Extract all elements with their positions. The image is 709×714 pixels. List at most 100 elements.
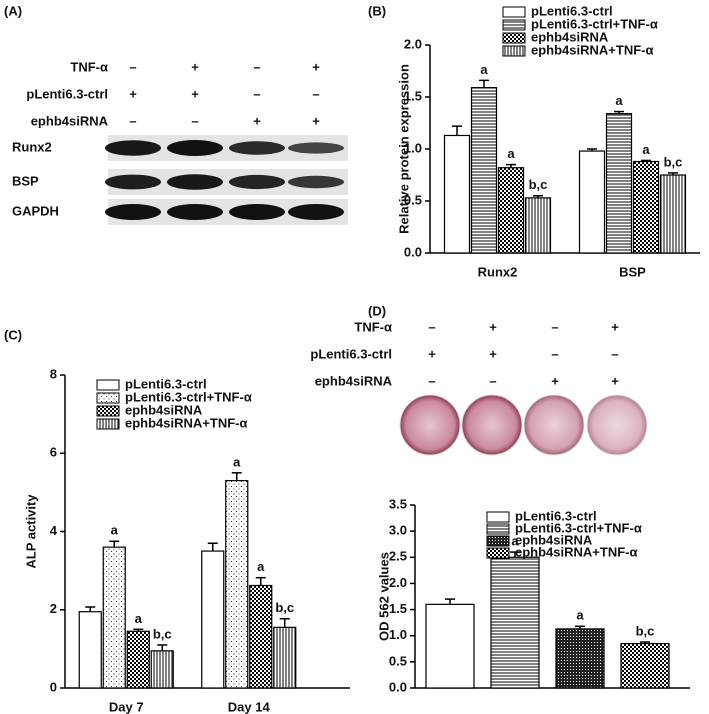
x-tick-label: BSP <box>619 264 646 279</box>
band-label: Runx2 <box>12 139 52 154</box>
annotation: a <box>615 93 623 108</box>
bar <box>632 160 660 254</box>
y-tick-label: 1.5 <box>389 601 407 616</box>
error-bar <box>279 617 290 628</box>
condition-sign: + <box>428 346 436 361</box>
condition-sign: – <box>551 319 558 334</box>
y-tick-label: 2 <box>50 601 57 616</box>
condition-label: pLenti6.3-ctrl <box>26 86 108 101</box>
y-tick-label: 1.0 <box>404 140 422 155</box>
annotation: a <box>233 454 241 469</box>
blot-band <box>229 174 285 190</box>
y-tick-label: 3.5 <box>389 496 407 511</box>
bar <box>524 197 552 254</box>
error-bar <box>640 641 650 644</box>
condition-sign: + <box>489 346 497 361</box>
legend-label: pLenti6.3-ctrl+TNF-α <box>531 16 658 31</box>
blot-band <box>167 140 223 156</box>
legend-swatch <box>486 523 510 535</box>
condition-sign: + <box>312 113 320 128</box>
plate-well <box>523 394 585 456</box>
plate-well <box>586 394 648 456</box>
condition-sign: – <box>489 373 496 388</box>
legend-swatch <box>96 392 120 404</box>
y-tick-label: 0.0 <box>389 679 407 694</box>
y-axis-label: OD 562 values <box>376 552 391 641</box>
y-tick-label: 4 <box>50 523 58 538</box>
blot-band <box>288 204 344 220</box>
x-tick-label: Day 14 <box>228 699 271 714</box>
error-bar <box>575 625 585 629</box>
error-bar <box>157 644 168 651</box>
y-axis-label: ALP activity <box>23 494 38 569</box>
annotation: a <box>576 608 584 623</box>
condition-sign: + <box>611 373 619 388</box>
annotation: b,c <box>529 177 548 192</box>
error-bar <box>614 110 624 114</box>
error-bar <box>85 606 96 612</box>
error-bar <box>207 542 218 552</box>
bar <box>605 113 633 254</box>
annotation: a <box>111 523 119 538</box>
bar <box>425 603 475 689</box>
y-tick-label: 1.0 <box>389 627 407 642</box>
annotation: a <box>135 611 143 626</box>
blot-band <box>105 140 161 156</box>
legend-swatch <box>96 418 120 430</box>
annotation: a <box>507 146 515 161</box>
legend-label: ephb4siRNA <box>125 402 203 417</box>
x-tick-label: Day 7 <box>109 699 144 714</box>
legend-label: ephb4siRNA+TNF-α <box>515 544 637 559</box>
error-bar <box>445 598 455 605</box>
panel-label: (A) <box>4 3 22 18</box>
condition-sign: + <box>489 319 497 334</box>
band-label: BSP <box>12 173 39 188</box>
y-tick-label: 0.5 <box>404 192 422 207</box>
panel-label: (B) <box>368 3 386 18</box>
bar <box>126 630 150 689</box>
error-bar <box>587 148 597 152</box>
bar <box>78 611 102 689</box>
bar <box>150 650 174 689</box>
condition-sign: + <box>312 59 320 74</box>
blot-band <box>105 174 161 190</box>
condition-sign: + <box>191 59 199 74</box>
bar <box>578 150 606 254</box>
condition-sign: – <box>129 113 136 128</box>
condition-sign: + <box>129 86 137 101</box>
condition-sign: – <box>551 346 558 361</box>
error-bar <box>506 163 516 168</box>
bar <box>225 480 249 689</box>
blot-band <box>288 175 344 189</box>
annotation: a <box>642 142 650 157</box>
bar <box>273 626 297 689</box>
condition-label: TNF-α <box>70 59 108 74</box>
bar <box>659 174 687 254</box>
y-tick-label: 6 <box>50 445 57 460</box>
condition-label: ephb4siRNA <box>31 113 109 128</box>
error-bar <box>668 172 678 175</box>
error-bar <box>641 159 651 162</box>
blot-band <box>105 204 161 220</box>
bar <box>443 134 471 254</box>
x-tick-label: Runx2 <box>478 264 518 279</box>
condition-label: pLenti6.3-ctrl <box>310 346 392 361</box>
blot-band <box>229 141 285 155</box>
plate-well <box>461 394 523 456</box>
condition-sign: + <box>253 113 261 128</box>
condition-sign: – <box>611 346 618 361</box>
annotation: a <box>480 62 488 77</box>
y-tick-label: 1.5 <box>404 88 422 103</box>
bar <box>470 87 498 254</box>
condition-sign: + <box>611 319 619 334</box>
legend-swatch <box>96 405 120 417</box>
legend-swatch <box>502 19 526 31</box>
bar <box>249 584 273 689</box>
legend-label: ephb4siRNA <box>515 532 593 547</box>
condition-label: ephb4siRNA <box>315 373 393 388</box>
blot-band <box>288 142 344 154</box>
bar <box>620 642 670 689</box>
condition-sign: – <box>312 86 319 101</box>
y-tick-label: 2.0 <box>404 36 422 51</box>
condition-sign: – <box>428 373 435 388</box>
